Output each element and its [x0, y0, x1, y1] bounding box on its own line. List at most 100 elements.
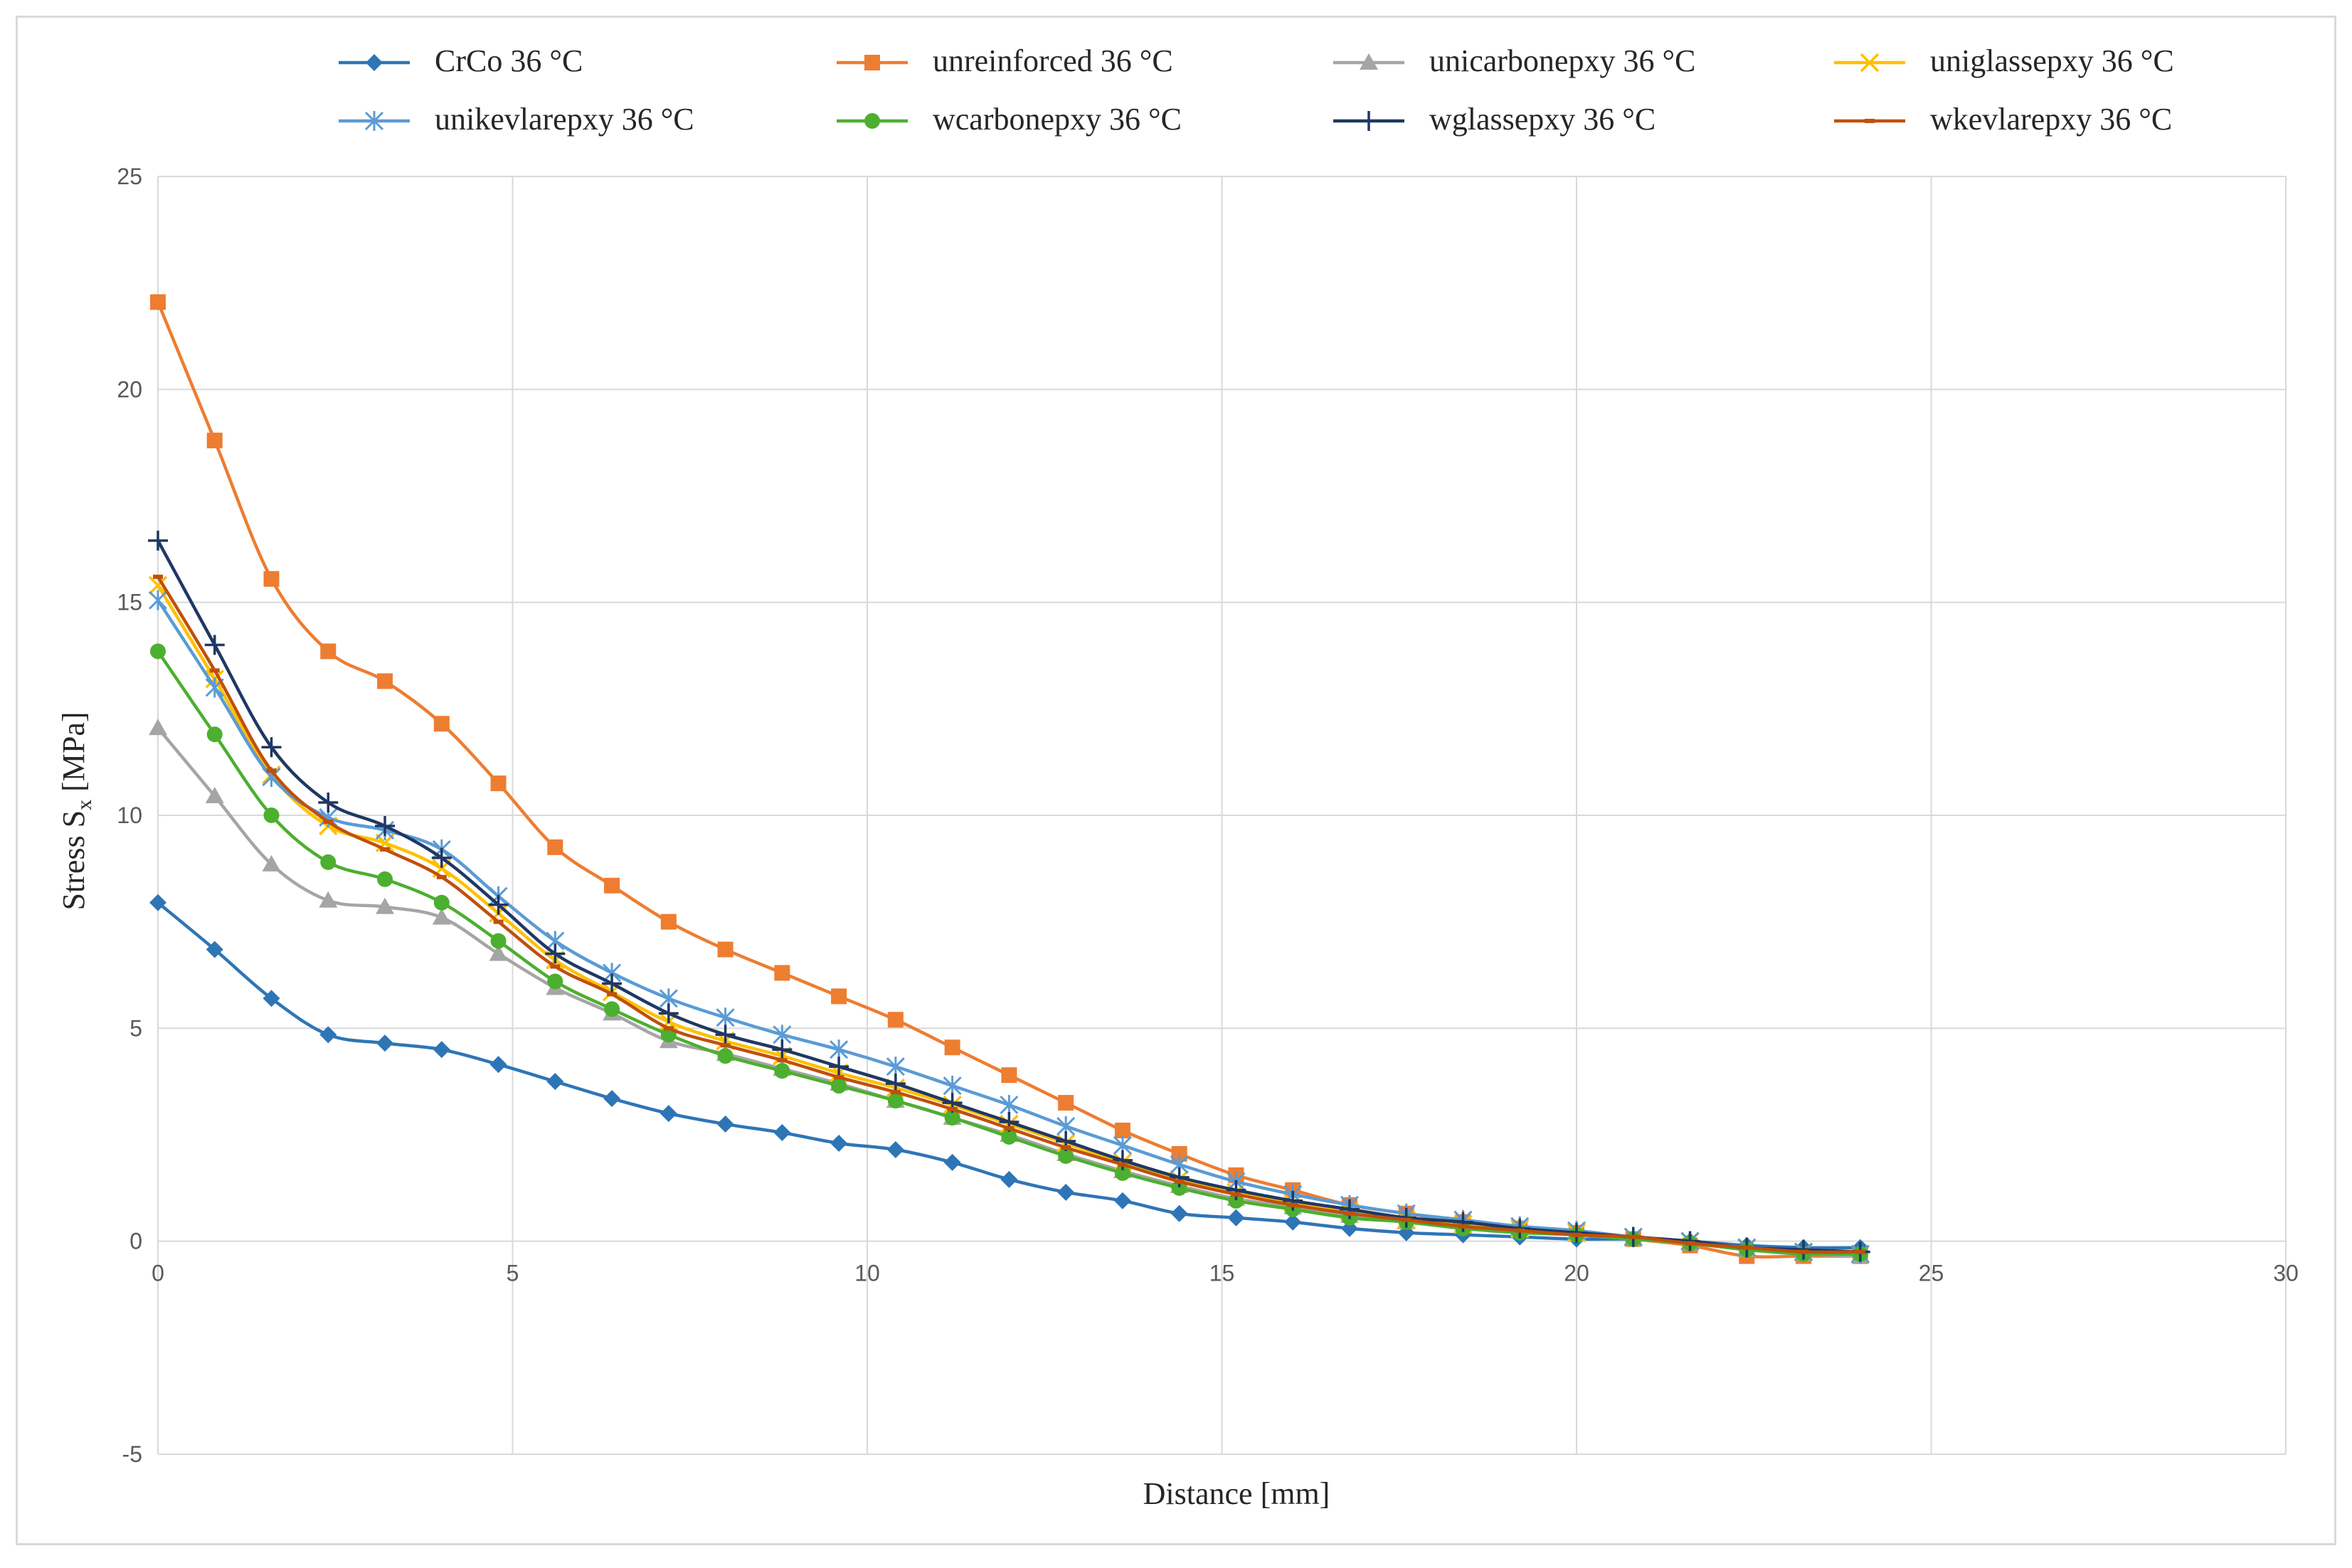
data-point	[431, 847, 452, 868]
data-point	[436, 874, 447, 879]
data-point	[602, 973, 623, 994]
data-point	[490, 933, 507, 949]
data-point	[830, 1039, 849, 1060]
chart-frame	[16, 16, 2336, 1545]
data-point	[1004, 1126, 1015, 1131]
data-point	[886, 1056, 905, 1077]
data-point	[660, 913, 677, 930]
series-line	[157, 901, 1860, 1250]
data-point	[206, 726, 223, 743]
legend-label: unikevlarepxy 36 °C	[435, 102, 694, 137]
data-point	[488, 894, 509, 915]
data-point	[1114, 1165, 1130, 1181]
data-point	[149, 719, 167, 736]
data-point	[547, 839, 563, 855]
data-point	[550, 964, 561, 969]
data-point	[659, 1105, 677, 1123]
data-point	[777, 1058, 788, 1063]
data-point	[1288, 1202, 1298, 1207]
series-lines	[148, 294, 1870, 1264]
legend-label: uniglassepxy 36 °C	[1930, 43, 2174, 78]
data-point	[1515, 1228, 1525, 1233]
data-point	[604, 877, 620, 894]
y-axis-title-unit: [MPa]	[56, 711, 92, 800]
data-point	[150, 643, 166, 659]
legend-symbol	[1834, 53, 1905, 73]
data-point	[1228, 1192, 1244, 1209]
series-5	[150, 643, 1868, 1262]
data-point	[261, 737, 282, 758]
y-tick-label: 20	[117, 376, 142, 402]
data-point	[831, 988, 847, 1005]
data-point	[1344, 1211, 1355, 1216]
data-point	[1339, 1199, 1360, 1219]
legend-symbol	[837, 55, 908, 70]
data-point	[1112, 1150, 1133, 1170]
data-point	[944, 1039, 960, 1056]
data-point	[1114, 1123, 1130, 1139]
data-point	[1058, 1095, 1074, 1111]
tick-labels: -5 0 5 10 15 20 25 0 5 10 15 20 25 30	[117, 164, 2298, 1467]
legend-label: wkevlarepxy 36 °C	[1930, 102, 2173, 137]
data-point	[1284, 1213, 1302, 1231]
data-point	[1170, 1204, 1188, 1222]
data-point	[1401, 1217, 1411, 1222]
data-point	[263, 571, 280, 587]
data-point	[1000, 1170, 1018, 1188]
data-point	[266, 768, 277, 773]
data-point	[320, 643, 337, 659]
data-point	[1458, 1224, 1468, 1229]
data-point	[720, 1043, 731, 1048]
data-point	[887, 1093, 904, 1109]
data-point	[1117, 1162, 1128, 1167]
legend-symbols	[339, 53, 1905, 131]
x-tick-label: 30	[2273, 1261, 2299, 1286]
data-point	[715, 1024, 736, 1045]
y-axis-title-subscript: x	[72, 799, 96, 810]
y-tick-label: 25	[117, 164, 142, 189]
data-point	[149, 894, 166, 911]
legend-label: unreinforced 36 °C	[933, 43, 1173, 78]
y-tick-label: 10	[117, 802, 142, 828]
data-point	[1058, 1148, 1074, 1164]
legend-label: wglassepxy 36 °C	[1429, 102, 1656, 137]
data-point	[1113, 1192, 1131, 1209]
legend-marker	[1865, 119, 1875, 123]
data-point	[490, 775, 507, 792]
data-point	[604, 1001, 620, 1017]
legend-marker	[1359, 111, 1379, 131]
data-point	[1685, 1241, 1695, 1246]
data-point	[947, 1107, 958, 1112]
x-axis-title: Distance [mm]	[1143, 1476, 1330, 1511]
x-tick-label: 0	[152, 1261, 164, 1286]
y-axis-title: Stress Sx [MPa]	[56, 711, 96, 910]
data-point	[380, 847, 391, 852]
data-point	[1799, 1249, 1809, 1254]
data-point	[774, 1063, 790, 1079]
y-tick-label: 5	[129, 1015, 142, 1041]
data-point	[663, 1026, 674, 1031]
data-point	[375, 815, 396, 836]
x-tick-label: 15	[1209, 1261, 1235, 1286]
data-point	[150, 294, 166, 310]
data-point	[377, 673, 393, 689]
series-line	[157, 539, 1860, 1254]
series-line	[157, 576, 1860, 1254]
data-point	[148, 530, 168, 551]
data-point	[1174, 1179, 1185, 1184]
data-point	[489, 1056, 507, 1074]
data-point	[433, 1041, 450, 1059]
data-point	[658, 1003, 679, 1024]
x-tick-label: 25	[1919, 1261, 1944, 1286]
data-point	[603, 1090, 621, 1108]
data-point	[717, 941, 733, 958]
data-point	[319, 1026, 337, 1044]
data-point	[887, 1012, 904, 1028]
data-point	[943, 1153, 961, 1171]
data-point	[546, 1073, 564, 1091]
data-point	[773, 1124, 791, 1142]
data-point	[433, 716, 450, 732]
data-point	[545, 943, 566, 964]
data-point	[716, 1007, 735, 1028]
